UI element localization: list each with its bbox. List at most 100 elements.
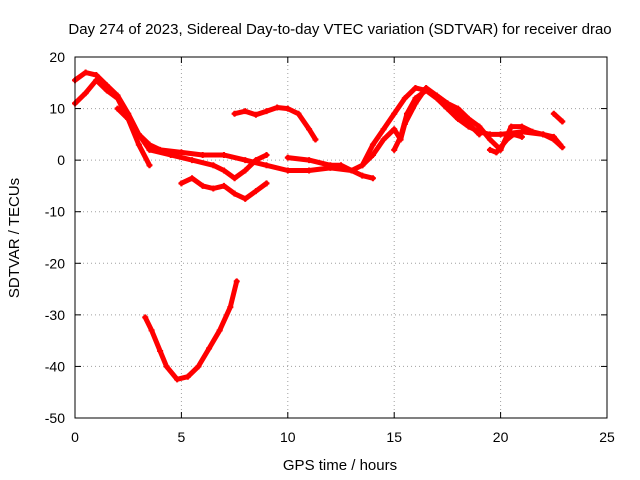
data-point [252,111,259,118]
data-point [178,149,185,156]
data-point [412,84,419,91]
data-point [284,167,291,174]
data-point [274,104,281,111]
data-point [142,314,149,321]
data-point [242,108,249,115]
data-point [206,345,213,352]
data-point [359,172,366,179]
data-point [312,136,319,143]
data-point [184,373,191,380]
data-point [306,157,313,164]
data-point [93,72,100,79]
data-point [550,136,557,143]
data-point [348,167,355,174]
data-point [146,146,153,153]
data-point [252,188,259,195]
series-track-10 [550,110,566,125]
data-point [397,133,404,140]
data-point [306,167,313,174]
x-tick-label: 5 [178,429,186,445]
data-point [210,185,217,192]
data-point [508,123,515,130]
data-point [148,327,155,334]
series-track-7 [359,84,566,169]
data-point [518,133,525,140]
data-point [189,157,196,164]
data-point [263,151,270,158]
series-line [115,106,269,181]
data-point [444,100,451,107]
data-point [210,162,217,169]
data-point [242,195,249,202]
data-point [135,141,142,148]
data-point [380,136,387,143]
data-point [216,327,223,334]
series-line [359,85,565,168]
data-point [465,121,472,128]
series-line [72,70,563,173]
x-tick-label: 15 [386,429,402,445]
data-point [146,162,153,169]
data-point [93,77,100,84]
data-series [72,69,566,383]
axis-ticks: 0 5 10 15 20 25 -50 -40 -30 -20 -10 0 10 20 [45,49,615,445]
data-point [369,151,376,158]
data-point [518,123,525,130]
data-point [550,110,557,117]
data-point [114,95,121,102]
y-tick-label: 10 [49,101,65,117]
data-point [327,162,334,169]
data-point [263,180,270,187]
data-point [559,118,566,125]
data-point [306,126,313,133]
data-point [163,363,170,370]
grid-lines [75,57,607,418]
data-point [493,149,500,156]
data-point [167,151,174,158]
data-point [114,105,121,112]
data-point [220,151,227,158]
data-point [391,110,398,117]
series-track-5 [231,104,319,143]
y-tick-label: -30 [45,307,65,323]
y-tick-label: 20 [49,49,65,65]
data-point [233,278,240,285]
plot-frame [74,56,608,419]
data-point [231,175,238,182]
data-point [486,146,493,153]
data-point [227,304,234,311]
data-point [391,126,398,133]
data-point [220,167,227,174]
data-point [412,95,419,102]
y-tick-label: -40 [45,358,65,374]
y-tick-label: -10 [45,204,65,220]
data-point [486,136,493,143]
data-point [263,162,270,169]
data-point [359,162,366,169]
data-point [231,190,238,197]
data-point [252,157,259,164]
data-point [476,131,483,138]
x-tick-label: 20 [493,429,509,445]
data-point [455,110,462,117]
data-point [423,87,430,94]
series-line [551,111,565,124]
x-axis-label: GPS time / hours [283,457,397,474]
data-point [231,110,238,117]
data-point [476,123,483,130]
data-point [380,126,387,133]
y-axis-label: SDTVAR / TECUs [6,178,23,298]
series-track-8 [391,87,483,153]
data-point [497,131,504,138]
data-point [295,110,302,117]
y-tick-label: -20 [45,255,65,271]
data-point [391,146,398,153]
data-point [199,151,206,158]
data-point [157,347,164,354]
data-point [189,175,196,182]
data-point [220,182,227,189]
data-point [369,175,376,182]
data-point [518,128,525,135]
series-line [142,278,240,382]
